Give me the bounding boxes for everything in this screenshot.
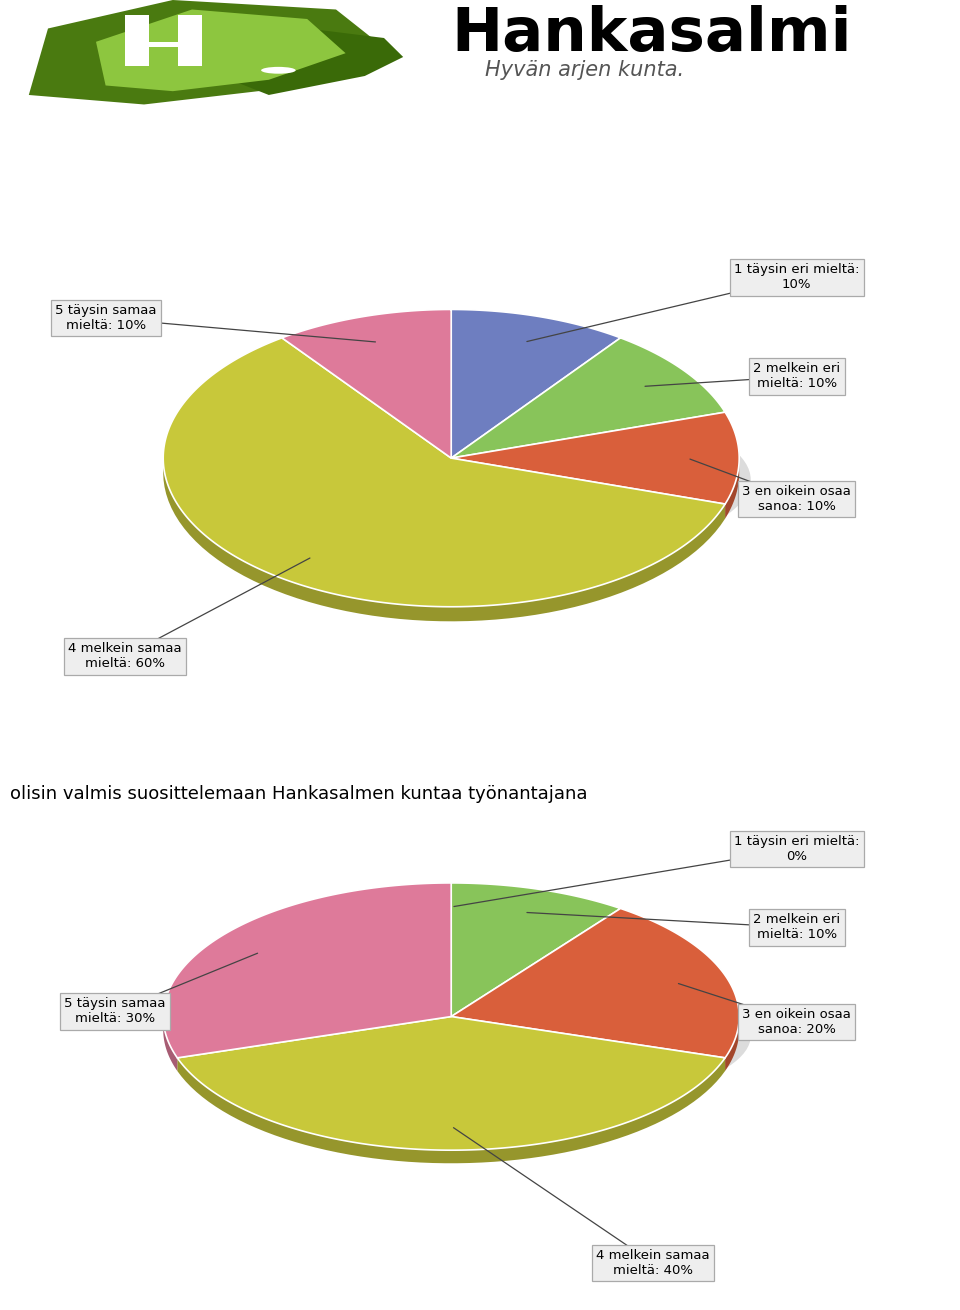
Polygon shape <box>29 0 384 105</box>
Ellipse shape <box>165 390 751 569</box>
Polygon shape <box>163 883 451 1058</box>
Text: 2 melkein eri
mieltä: 10%: 2 melkein eri mieltä: 10% <box>754 913 840 942</box>
Text: 5 täysin samaa
mieltä: 30%: 5 täysin samaa mieltä: 30% <box>64 997 166 1026</box>
Text: 2 melkein eri
mieltä: 10%: 2 melkein eri mieltä: 10% <box>754 363 840 390</box>
Polygon shape <box>451 413 739 504</box>
Text: 3 en oikein osaa
sanoa: 10%: 3 en oikein osaa sanoa: 10% <box>742 485 852 514</box>
Text: olisin valmis suosittelemaan Hankasalmen kuntaa työnantajana: olisin valmis suosittelemaan Hankasalmen… <box>10 785 588 803</box>
Polygon shape <box>163 1017 178 1072</box>
Polygon shape <box>125 16 202 67</box>
Text: 5 täysin samaa
mieltä: 10%: 5 täysin samaa mieltä: 10% <box>55 304 156 333</box>
Text: 1 täysin eri mieltä:
10%: 1 täysin eri mieltä: 10% <box>734 263 859 291</box>
Polygon shape <box>163 458 725 621</box>
Text: 4 melkein samaa
mieltä: 60%: 4 melkein samaa mieltä: 60% <box>68 642 181 671</box>
Text: 4 melkein samaa
mieltä: 40%: 4 melkein samaa mieltä: 40% <box>596 1248 709 1277</box>
Ellipse shape <box>165 956 751 1116</box>
Polygon shape <box>178 1017 725 1150</box>
Polygon shape <box>163 338 725 607</box>
Polygon shape <box>178 1058 725 1163</box>
Polygon shape <box>282 309 451 458</box>
Text: 3 en oikein osaa
sanoa: 20%: 3 en oikein osaa sanoa: 20% <box>742 1007 852 1036</box>
Circle shape <box>261 67 296 73</box>
Polygon shape <box>725 458 739 519</box>
Text: 1 täysin eri mieltä:
0%: 1 täysin eri mieltä: 0% <box>734 834 859 863</box>
Polygon shape <box>725 1017 739 1072</box>
Polygon shape <box>451 309 620 458</box>
Polygon shape <box>451 908 739 1058</box>
Polygon shape <box>451 338 725 458</box>
Polygon shape <box>96 9 346 92</box>
Polygon shape <box>211 29 403 94</box>
Polygon shape <box>451 883 620 1017</box>
Text: Hankasalmi: Hankasalmi <box>451 5 852 64</box>
Text: Hyvän arjen kunta.: Hyvän arjen kunta. <box>485 60 684 80</box>
